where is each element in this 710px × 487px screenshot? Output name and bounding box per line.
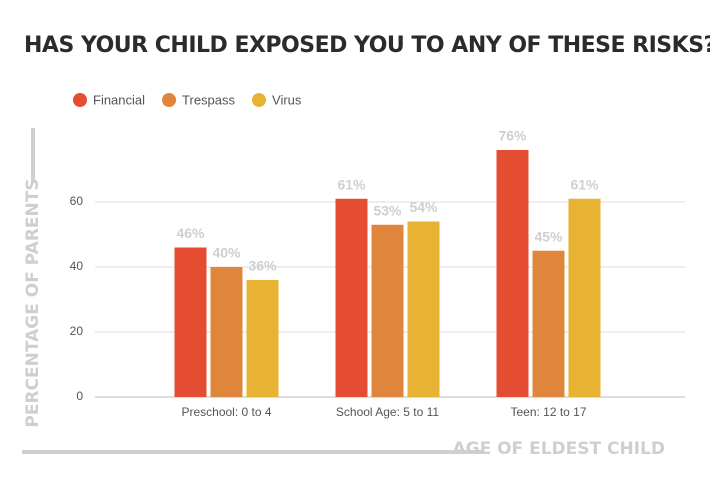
x-axis-title: AGE OF ELDEST CHILD <box>452 439 665 459</box>
legend-swatch <box>73 93 87 107</box>
bar <box>174 247 207 397</box>
value-label: 61% <box>337 176 366 192</box>
legend-label: Trespass <box>182 92 235 107</box>
value-label: 61% <box>570 176 599 192</box>
y-tick-label: 20 <box>70 324 84 338</box>
legend-swatch <box>162 93 177 107</box>
y-tick-label: 60 <box>70 194 84 208</box>
bar <box>246 280 279 397</box>
legend-swatch <box>252 93 267 107</box>
bar <box>568 198 601 397</box>
value-label: 45% <box>534 228 563 244</box>
y-tick-label: 40 <box>70 259 84 273</box>
value-label: 76% <box>498 128 527 144</box>
bar <box>335 198 368 397</box>
value-label: 46% <box>176 225 205 241</box>
bar <box>371 224 404 397</box>
chart-title: HAS YOUR CHILD EXPOSED YOU TO ANY OF THE… <box>24 33 710 58</box>
bar <box>496 150 529 397</box>
value-label: 54% <box>409 199 438 215</box>
value-label: 40% <box>212 245 241 261</box>
x-tick-label: School Age: 5 to 11 <box>336 405 440 419</box>
x-tick-label: Teen: 12 to 17 <box>510 405 586 419</box>
y-axis-title: PERCENTAGE OF PARENTS <box>23 178 43 427</box>
bar <box>532 250 565 397</box>
value-label: 53% <box>373 202 402 218</box>
bar <box>407 221 440 397</box>
y-tick-label: 0 <box>76 389 83 403</box>
value-label: 36% <box>248 258 277 274</box>
legend-label: Virus <box>272 92 302 107</box>
x-tick-label: Preschool: 0 to 4 <box>181 405 271 419</box>
legend-label: Financial <box>93 92 145 107</box>
bar <box>210 267 243 397</box>
